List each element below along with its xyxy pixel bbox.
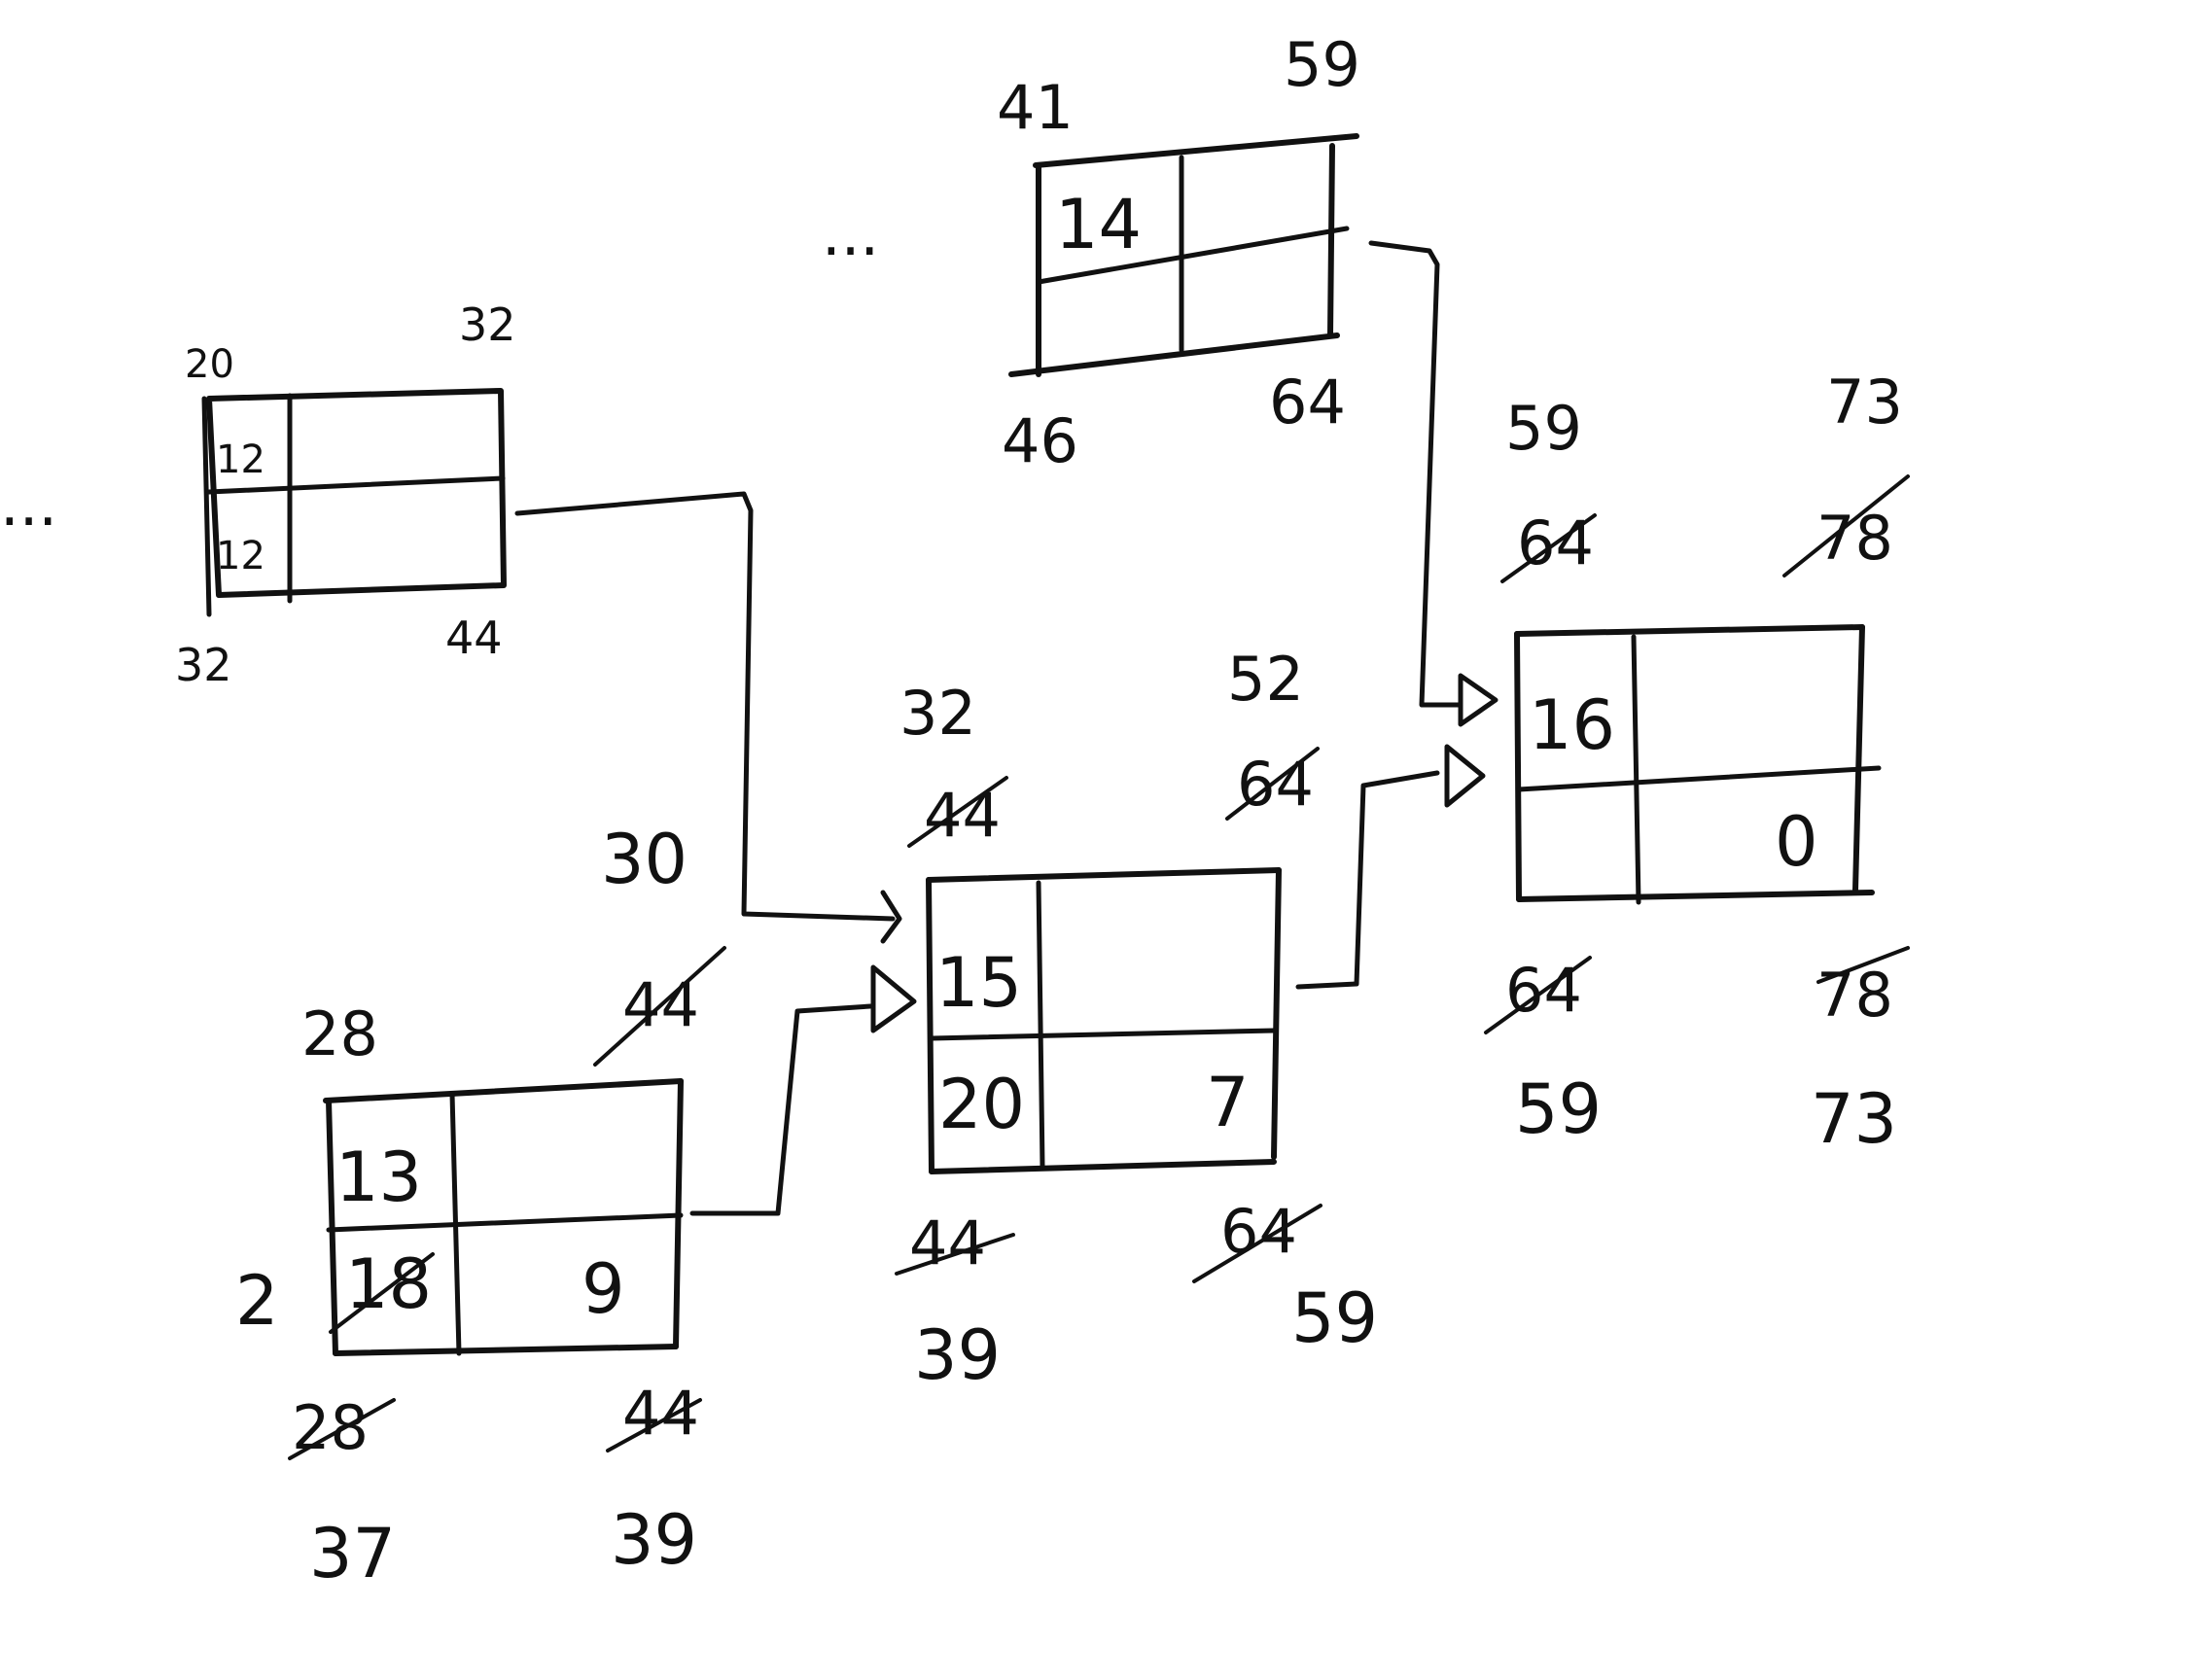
node-15-id: 15 (935, 943, 1022, 1023)
node-16-ls-strike (1484, 956, 1592, 1034)
node-13-lf-strike (606, 1398, 702, 1452)
node-15-lf-strike (1192, 1204, 1322, 1283)
node-16-es: 59 (1505, 393, 1582, 464)
node-13-lf: 39 (611, 1500, 697, 1580)
node-16-ef: 73 (1826, 367, 1903, 438)
node-13-free-float: 2 (235, 1261, 279, 1341)
edge-13-to-15 (689, 964, 917, 1216)
node-15-es: 32 (899, 678, 976, 749)
node-16-es-strike (1500, 513, 1597, 583)
node-16-lf-strike (1816, 946, 1910, 984)
node-14-es: 41 (997, 72, 1074, 143)
node-15-ef-strike (1225, 747, 1320, 821)
node-16-lf: 73 (1811, 1079, 1897, 1159)
node-12-id-top: 12 (216, 438, 265, 482)
node-15-edge-weight: 30 (601, 820, 688, 899)
node-13-buffer-strike (329, 1252, 435, 1334)
node-15-lf-old: 64 (1220, 1196, 1297, 1267)
ellipsis-left: ... (0, 469, 57, 540)
node-15-ls-strike (895, 1233, 1015, 1276)
edge-12-to-15 (514, 491, 902, 944)
edge-15-to-16 (1295, 744, 1486, 990)
node-13-duration: 9 (582, 1249, 625, 1329)
node-15-duration: 7 (1206, 1063, 1250, 1142)
node-12-ls: 32 (175, 639, 232, 691)
node-16: 16 0 59 64 73 78 64 59 78 73 (1484, 367, 1910, 1159)
node-13-ls: 37 (309, 1514, 396, 1593)
node-14-ef: 59 (1284, 29, 1360, 100)
node-12-es: 20 (185, 342, 234, 387)
node-14-lf: 64 (1269, 367, 1346, 438)
node-12: 12 12 20 32 32 44 (175, 298, 516, 691)
ellipsis-top: ... (822, 198, 879, 269)
node-13-ef-strike (593, 946, 726, 1067)
node-14-id: 14 (1055, 185, 1142, 264)
node-14: 14 41 59 46 64 (997, 29, 1360, 476)
node-13: 13 18 9 2 28 44 28 37 44 39 (235, 946, 726, 1593)
node-15-ef: 52 (1227, 644, 1304, 715)
node-15-lf: 59 (1291, 1278, 1378, 1358)
node-14-ls: 46 (1002, 405, 1078, 476)
node-13-es: 28 (301, 998, 378, 1069)
node-16-id: 16 (1529, 685, 1615, 765)
node-15-ls: 39 (914, 1315, 1001, 1395)
node-15-ls-old: 44 (909, 1208, 986, 1278)
node-13-id: 13 (335, 1138, 422, 1217)
node-13-ls-strike (288, 1398, 396, 1460)
node-12-id-bottom: 12 (216, 534, 265, 578)
node-12-ef: 32 (459, 298, 516, 351)
node-15: 15 20 7 30 32 44 52 64 44 39 64 59 (601, 644, 1378, 1395)
node-16-ls: 59 (1515, 1069, 1602, 1149)
node-16-duration: 0 (1775, 802, 1818, 882)
edge-14-to-16 (1368, 240, 1498, 727)
node-12-lf: 44 (445, 612, 503, 664)
node-15-buffer: 20 (938, 1065, 1025, 1144)
node-16-lf-old: 78 (1816, 960, 1893, 1031)
node-16-ef-strike (1782, 474, 1910, 578)
node-15-es-strike (907, 776, 1008, 848)
